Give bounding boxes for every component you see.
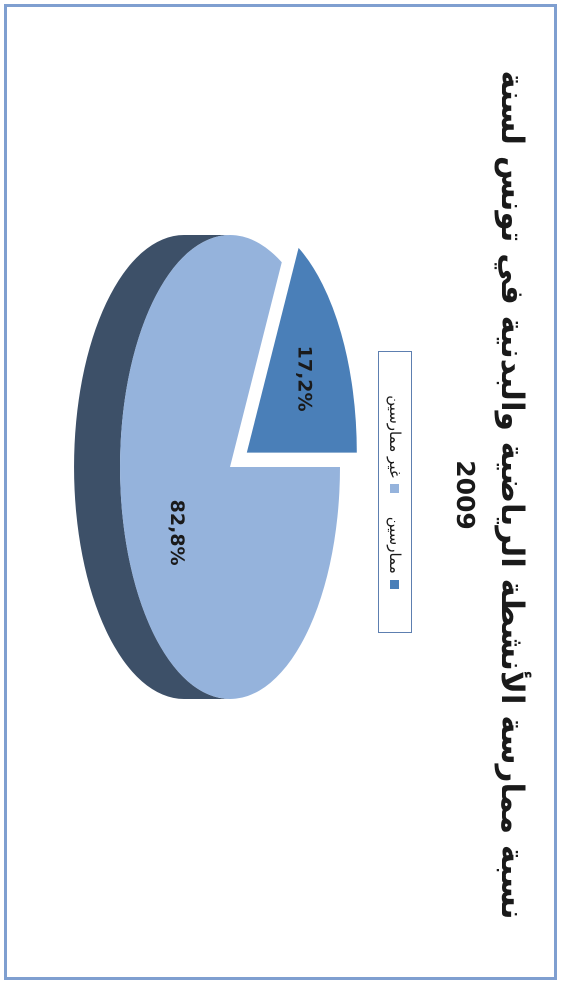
chart-frame: نسبة ممارسة الأنشطة الرياضية والبدنية في… (4, 4, 557, 980)
slice-side-non-practitioners (74, 235, 230, 699)
data-label-non-practitioners: 82,8% (166, 500, 188, 566)
data-label-practitioners: 17,2% (293, 346, 315, 412)
pie-chart: 17,2% 82,8% (74, 235, 357, 699)
slice-non-practitioners (120, 235, 340, 699)
chart-area: نسبة ممارسة الأنشطة الرياضية والبدنية في… (7, 7, 560, 983)
slice-practitioners (246, 247, 357, 453)
